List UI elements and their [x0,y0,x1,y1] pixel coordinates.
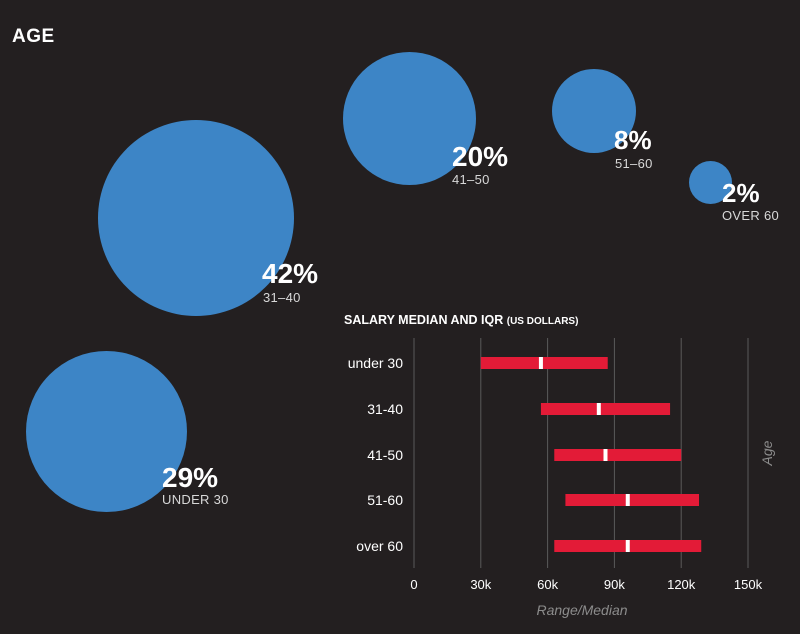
x-tick-label: 0 [410,577,417,592]
median-marker [596,403,601,415]
age-group-51-60: 51–60 [615,156,653,171]
age-percent-over-60: 2% [722,178,760,208]
age-bubble-41-50 [343,52,476,185]
median-marker [625,540,630,552]
iqr-bar [540,403,671,415]
iqr-bar [554,449,682,461]
age-bubble-under-30 [26,351,187,512]
age-percent-under-30: 29% [162,462,219,493]
age-percent-51-60: 8% [614,125,652,155]
x-tick-label: 60k [537,577,558,592]
category-label: over 60 [356,538,403,554]
x-tick-label: 120k [667,577,696,592]
age-group-under-30: UNDER 30 [162,492,229,507]
salary-chart-title-text: SALARY MEDIAN AND IQR [344,313,504,327]
median-marker [625,494,630,506]
category-label: 51-60 [367,492,403,508]
x-tick-label: 30k [470,577,491,592]
category-label: under 30 [348,355,403,371]
x-tick-label: 90k [604,577,625,592]
age-group-31-40: 31–40 [263,290,301,305]
age-bubble-over-60 [689,161,732,204]
age-group-over-60: OVER 60 [722,208,780,223]
category-label: 31-40 [367,401,403,417]
median-marker [538,357,543,369]
age-group-41-50: 41–50 [452,172,490,187]
page-title: AGE [12,26,55,47]
age-percent-31-40: 42% [262,258,319,289]
x-axis-label: Range/Median [536,602,627,618]
iqr-bar [565,494,700,506]
x-tick-label: 150k [734,577,763,592]
age-bubble-51-60 [552,69,636,153]
y-axis-label: Age [759,440,775,466]
salary-chart-title: SALARY MEDIAN AND IQR (US DOLLARS) [344,313,578,327]
category-label: 41-50 [367,447,403,463]
age-percent-41-50: 20% [452,141,509,172]
iqr-bar [480,357,608,369]
median-marker [603,449,608,461]
age-bubble-31-40 [98,120,294,316]
salary-chart-unit: (US DOLLARS) [506,316,579,327]
